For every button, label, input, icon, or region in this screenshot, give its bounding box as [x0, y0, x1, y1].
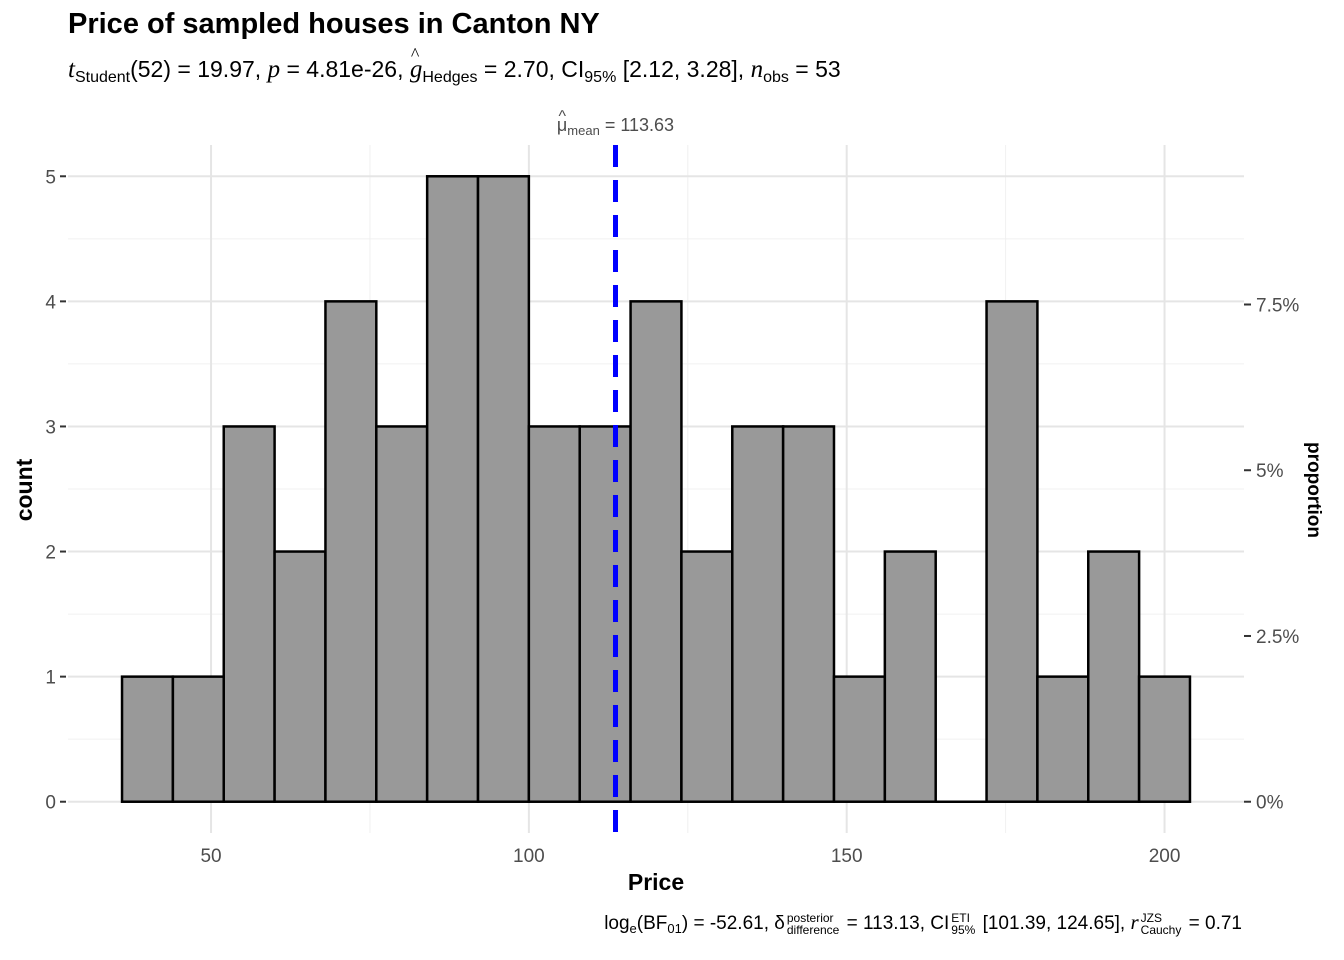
mean-hat: ^ — [559, 108, 567, 125]
histogram-bar — [731, 425, 785, 803]
histogram-bar — [375, 425, 429, 803]
x-tick-label: 100 — [513, 846, 545, 867]
x-axis-label: Price — [628, 869, 684, 895]
histogram-bar — [680, 550, 734, 803]
y-tick-label: 0 — [45, 793, 56, 814]
y2-tick-label: 0% — [1256, 793, 1284, 814]
histogram-bar — [171, 675, 225, 803]
histogram-bar — [527, 425, 581, 803]
y-tick-label: 3 — [45, 417, 56, 438]
histogram-bar — [120, 675, 175, 803]
histogram-bar — [985, 300, 1039, 803]
chart-subtitle: tStudent(52) = 19.97, p = 4.81e-26, gHed… — [68, 44, 841, 87]
y-tick-label: 5 — [45, 167, 56, 188]
y2-axis-label: proportion — [1303, 442, 1324, 538]
y2-tick-label: 2.5% — [1256, 627, 1299, 648]
x-tick-label: 150 — [831, 846, 863, 867]
axes: 0 1 2 3 4 5 50 100 150 200 0% 2.5% 5% 7.5% — [45, 167, 1299, 867]
histogram-bar — [476, 175, 531, 803]
y-tick-label: 1 — [45, 668, 56, 689]
histogram-bar — [425, 175, 480, 803]
y-tick-label: 2 — [45, 543, 56, 564]
y2-tick-label: 5% — [1256, 461, 1284, 482]
histogram-bars — [120, 175, 1192, 803]
histogram-bar — [1137, 675, 1192, 803]
histogram-bar — [222, 425, 276, 803]
y2-tick-label: 7.5% — [1256, 295, 1299, 316]
chart-title: Price of sampled houses in Canton NY — [68, 8, 600, 40]
y-axis-label: count — [11, 458, 37, 521]
chart-caption: loge(BF01) = -52.61, δ posterior differenc… — [604, 910, 1242, 937]
histogram-bar — [1087, 550, 1141, 803]
mean-label: μmean = 113.63 — [557, 115, 674, 138]
y-tick-label: 4 — [45, 292, 56, 313]
histogram-bar — [1036, 675, 1090, 803]
x-tick-label: 50 — [200, 846, 221, 867]
histogram-bar — [629, 300, 683, 803]
histogram-bar — [883, 550, 937, 803]
histogram-bar — [273, 550, 327, 803]
histogram-bar — [578, 425, 632, 803]
histogram-bar — [832, 675, 887, 803]
mean-line-group: μmean = 113.63^ — [557, 108, 674, 833]
histogram-bar — [781, 425, 836, 803]
histogram-bar — [324, 300, 378, 803]
x-tick-label: 200 — [1149, 846, 1181, 867]
